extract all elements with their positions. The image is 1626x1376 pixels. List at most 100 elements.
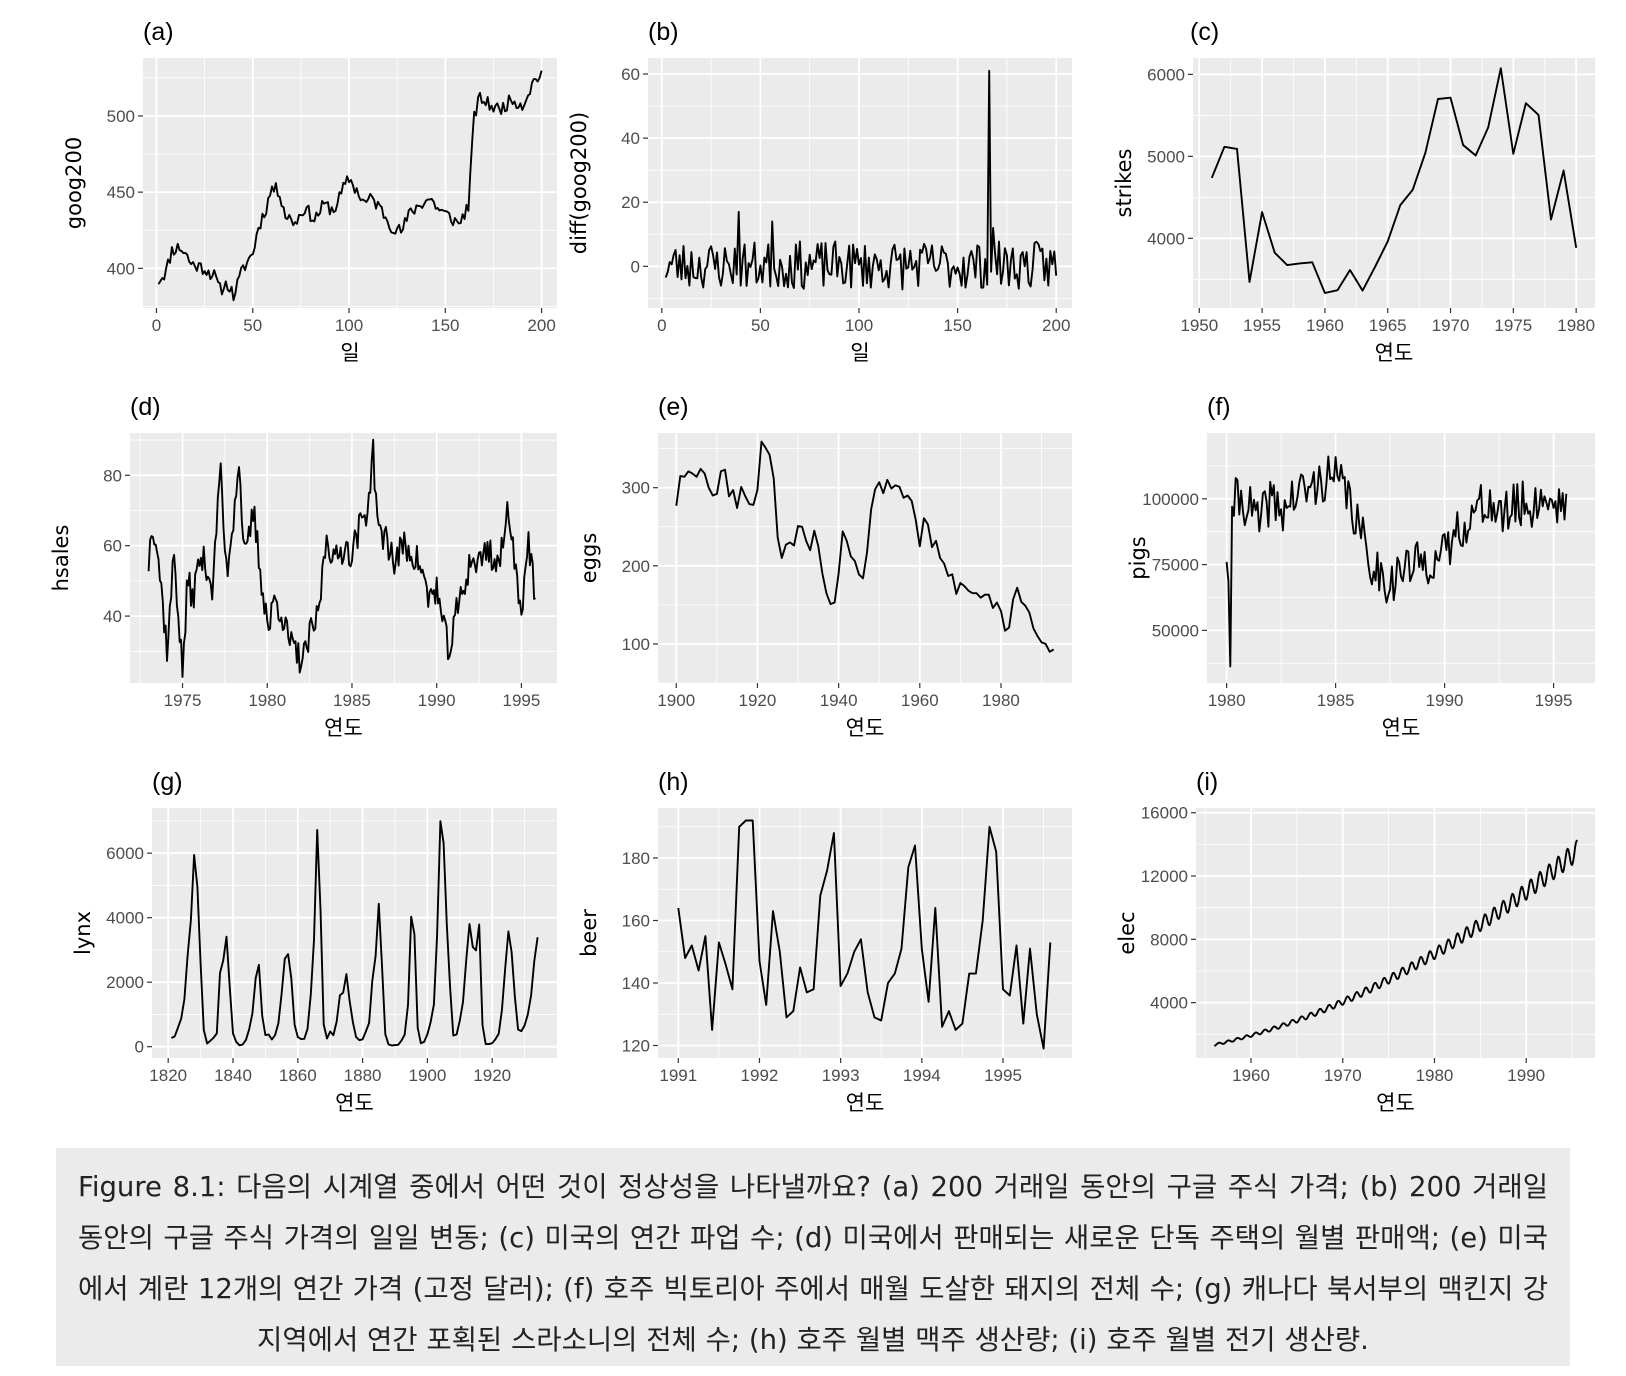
plot-background (152, 808, 557, 1058)
y-tick-label: 0 (135, 1038, 144, 1057)
y-axis-title: goog200 (62, 137, 86, 229)
series-line-beer (677, 819, 1052, 1050)
panel-label: (f) (1207, 393, 1231, 421)
y-tick-label: 160 (622, 912, 650, 931)
y-tick-label: 6000 (1147, 65, 1185, 84)
x-tick-label: 1994 (903, 1066, 941, 1085)
x-tick-label: 1990 (1507, 1066, 1545, 1085)
y-tick-label: 4000 (1150, 994, 1188, 1013)
x-tick-label: 1960 (1306, 316, 1344, 335)
x-tick-label: 0 (152, 316, 161, 335)
series-line-strikes (1210, 67, 1578, 294)
panel-c: 1950 1955 1960 1965 1970 1975 1980 4000 5000 6000… (1112, 18, 1595, 365)
x-tick-label: 1980 (982, 691, 1020, 710)
x-tick-label: 1995 (503, 691, 541, 710)
plot-background (658, 808, 1072, 1058)
y-tick-label: 2000 (106, 973, 144, 992)
x-axis-title: 연도 (335, 1091, 374, 1115)
x-tick-label: 50 (751, 316, 770, 335)
x-tick-label: 1950 (1180, 316, 1218, 335)
panel-label: (a) (143, 18, 174, 46)
panel-h: 1991 1992 1993 1994 1995 120 140 160 180 (h) 연도 bee… (577, 768, 1072, 1115)
y-axis-title: hsales (49, 525, 73, 592)
panel-label: (e) (658, 393, 689, 421)
y-tick-label: 300 (622, 479, 650, 498)
x-tick-label: 1995 (984, 1066, 1022, 1085)
series-line-lynx (170, 820, 539, 1047)
panel-e: 1900 1920 1940 1960 1980 100 200 300 (e) 연도 eggs (577, 393, 1072, 740)
x-tick-label: 0 (657, 316, 666, 335)
y-tick-label: 100 (622, 635, 650, 654)
series-line-hsales (147, 438, 537, 678)
y-axis-title: elec (1115, 911, 1139, 954)
series-line-goog200 (157, 70, 543, 302)
y-axis-title: beer (577, 909, 601, 957)
x-tick-label: 1992 (741, 1066, 779, 1085)
y-tick-label: 80 (103, 466, 122, 485)
plot-background (1193, 58, 1595, 308)
x-tick-label: 1980 (1416, 1066, 1454, 1085)
x-tick-label: 1990 (1426, 691, 1464, 710)
y-tick-label: 60 (103, 537, 122, 556)
y-tick-label: 120 (622, 1037, 650, 1056)
y-tick-label: 12000 (1141, 867, 1188, 886)
panel-label: (i) (1196, 768, 1218, 796)
x-axis-title: 연도 (1375, 341, 1414, 365)
y-tick-label: 6000 (106, 844, 144, 863)
y-axis-title: pigs (1126, 536, 1150, 579)
x-tick-label: 1991 (659, 1066, 697, 1085)
series-line-diff(goog200) (664, 69, 1058, 291)
panel-g: 1820 1840 1860 1880 1900 1920 0 2000 4000 6000 (g)… (71, 768, 557, 1115)
plot-background (658, 433, 1072, 683)
x-axis-title: 연도 (846, 716, 885, 740)
x-tick-label: 1975 (164, 691, 202, 710)
x-tick-label: 100 (845, 316, 873, 335)
y-tick-label: 450 (107, 183, 135, 202)
x-tick-label: 1995 (1535, 691, 1573, 710)
y-axis-title: lynx (71, 911, 95, 955)
x-tick-label: 1900 (657, 691, 695, 710)
x-tick-label: 200 (527, 316, 555, 335)
x-tick-label: 200 (1042, 316, 1070, 335)
x-tick-label: 1980 (1208, 691, 1246, 710)
x-tick-label: 1975 (1494, 316, 1532, 335)
panel-b: 0 50 100 150 200 0 20 40 60 (b) 일 diff(goog200) (567, 18, 1072, 365)
x-tick-label: 1965 (1369, 316, 1407, 335)
y-axis-title: eggs (577, 533, 601, 584)
x-tick-label: 1985 (1317, 691, 1355, 710)
x-tick-label: 1985 (333, 691, 371, 710)
x-tick-label: 1970 (1324, 1066, 1362, 1085)
x-axis-title: 일 (340, 341, 359, 365)
y-tick-label: 8000 (1150, 930, 1188, 949)
plot-background (1207, 433, 1595, 683)
series-line-elec (1213, 839, 1579, 1047)
x-tick-label: 1960 (1232, 1066, 1270, 1085)
y-tick-label: 400 (107, 259, 135, 278)
y-tick-label: 5000 (1147, 147, 1185, 166)
figure-caption: Figure 8.1: 다음의 시계열 중에서 어떤 것이 정상성을 나타낼까요… (78, 1171, 1548, 1356)
y-axis-title: strikes (1112, 149, 1136, 218)
x-tick-label: 1880 (344, 1066, 382, 1085)
panel-label: (b) (648, 18, 679, 46)
y-tick-label: 20 (621, 193, 640, 212)
x-tick-label: 1920 (473, 1066, 511, 1085)
x-axis-title: 연도 (1376, 1091, 1415, 1115)
series-line-eggs (675, 440, 1055, 653)
x-tick-label: 1993 (822, 1066, 860, 1085)
x-tick-label: 1860 (279, 1066, 317, 1085)
y-tick-label: 40 (621, 129, 640, 148)
x-tick-label: 1940 (820, 691, 858, 710)
x-tick-label: 1900 (408, 1066, 446, 1085)
figure-caption-box: Figure 8.1: 다음의 시계열 중에서 어떤 것이 정상성을 나타낼까요… (56, 1148, 1570, 1366)
panel-a: 0 50 100 150 200 400 450 500 (a) 일 goog200 (62, 18, 557, 365)
x-tick-label: 1970 (1432, 316, 1470, 335)
panel-d: 1975 1980 1985 1990 1995 40 60 80 (d) 연도 hsales (49, 393, 557, 740)
y-tick-label: 180 (622, 849, 650, 868)
y-tick-label: 500 (107, 107, 135, 126)
y-tick-label: 50000 (1152, 621, 1199, 640)
panel-i: 1960 1970 1980 1990 4000 8000 12000 16000 (i) 연도 e… (1115, 768, 1595, 1115)
y-tick-label: 0 (631, 257, 640, 276)
x-tick-label: 150 (431, 316, 459, 335)
y-tick-label: 4000 (1147, 229, 1185, 248)
